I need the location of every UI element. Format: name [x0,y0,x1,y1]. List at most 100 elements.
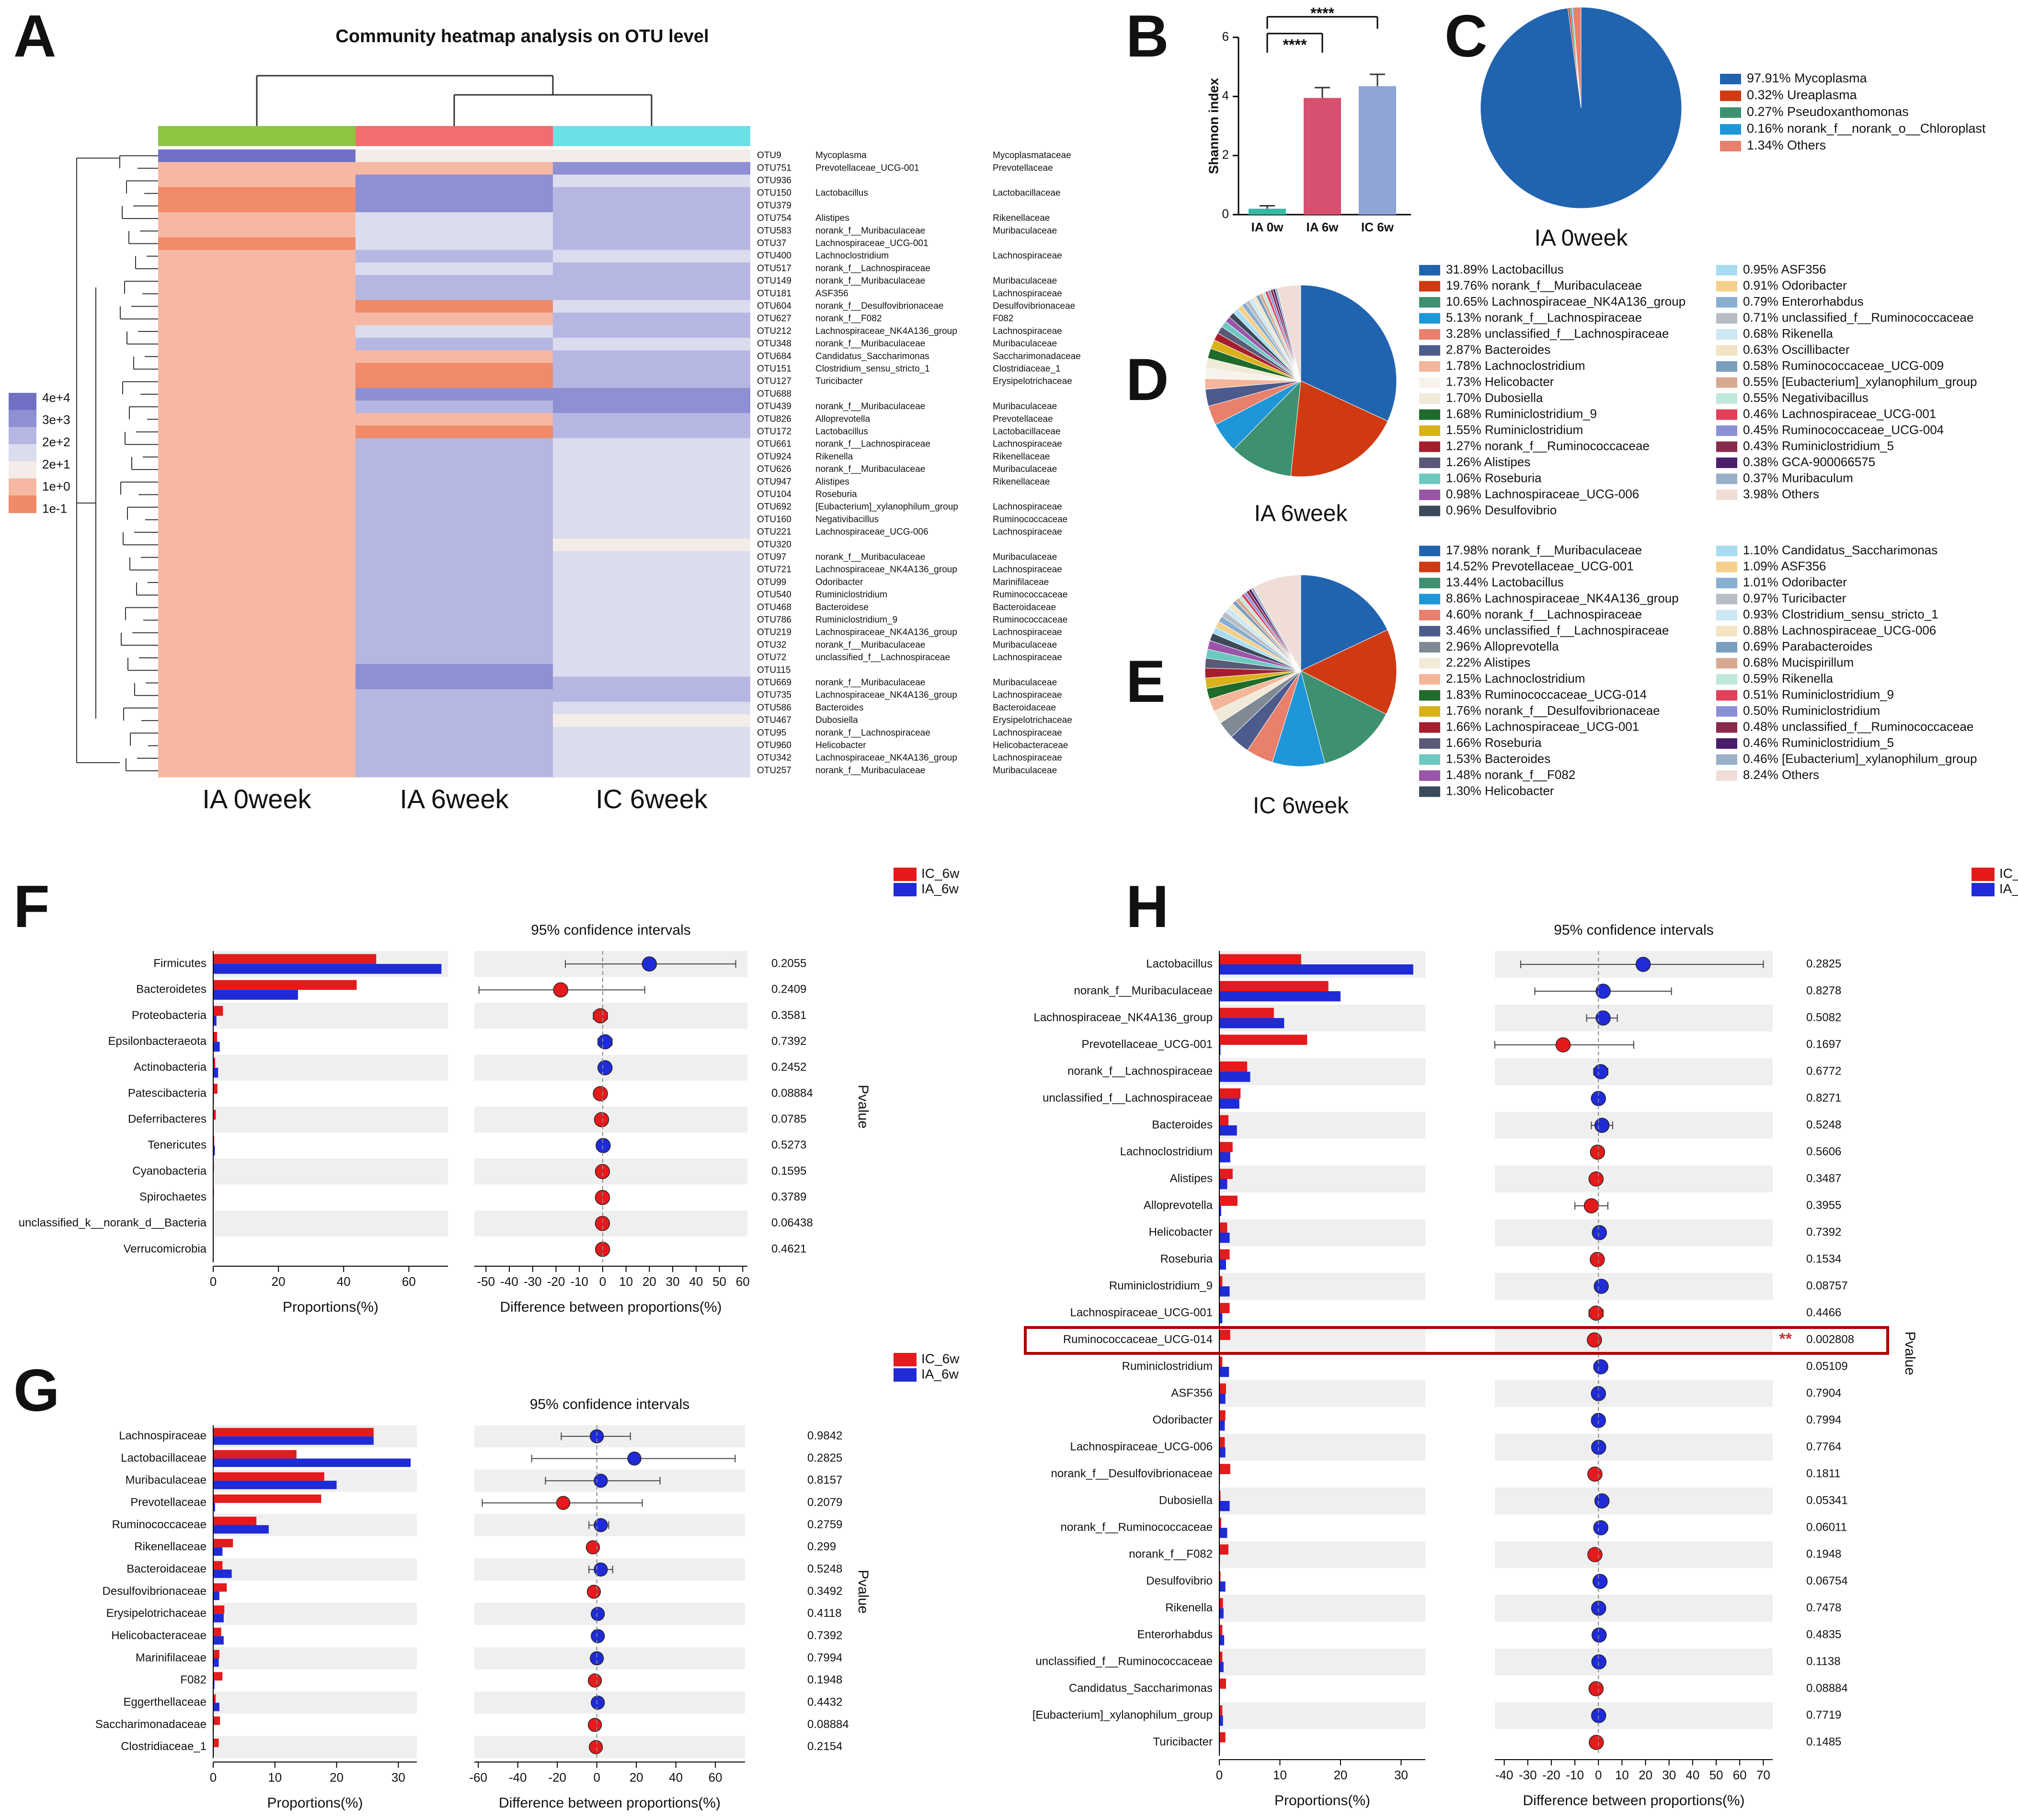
family-label: Muribaculaceae [993,640,1057,650]
x-tick-label: 40 [337,1274,351,1289]
y-tick-label: 6 [1222,29,1229,44]
x-tick-label: 10 [619,1274,633,1289]
genus-label: ASF356 [815,288,848,298]
heatmap-cell [553,275,750,288]
heatmap-cell [553,701,750,715]
otu-label: OTU688 [757,389,791,399]
legend-swatch [1419,594,1440,605]
x-tick-label: 60 [736,1274,750,1289]
p-value: 0.5248 [807,1563,842,1576]
p-value: 0.7478 [1806,1601,1841,1614]
shannon-bar [1249,208,1286,215]
family-label: Lachnospiraceae [993,652,1062,663]
row-band [213,1210,448,1236]
ic-bar [1219,1249,1230,1259]
p-value: 0.2079 [807,1496,842,1509]
genus-label: Roseburia [815,490,857,500]
heatmap-cell [158,576,355,589]
p-value: 0.3492 [807,1585,842,1598]
shannon-bar [1304,98,1341,215]
legend-label: 0.16% norank_f__norank_o__Chloroplast [1747,121,1986,136]
p-value: 0.1697 [1806,1038,1841,1051]
ic-bar [213,1006,223,1016]
ia-bar [1219,964,1413,975]
diff-point [1588,1681,1604,1696]
legend-swatch [1419,578,1440,588]
heatmap-cell [355,551,553,564]
p-value: 0.1138 [1806,1655,1841,1668]
row-band [1495,1648,1773,1675]
panel-label: H [1126,874,1169,940]
legend-swatch [1716,297,1737,308]
diff-point [1593,1359,1608,1374]
taxon-label: Spirochaetes [139,1190,206,1203]
x-tick-label: -30 [524,1274,542,1289]
heatmap-cell [553,438,750,451]
taxon-label: norank_f__Muribaculaceae [1074,984,1213,997]
genus-label: norank_f__Lachnospiraceae [815,263,930,274]
heatmap-cell [158,639,355,652]
legend-label: 1.78% Lachnoclostridium [1446,358,1585,373]
otu-label: OTU127 [757,377,791,387]
taxon-label: Bacteroides [1152,1118,1213,1131]
family-label: F082 [993,314,1013,324]
genus-label: Lactobacillus [815,427,868,437]
legend-label: 2.22% Alistipes [1446,655,1530,669]
legend-swatch [1720,74,1741,84]
panel-e-pie: IC 6week 17.98% norank_f__Muribaculaceae 1… [1204,543,1977,819]
otu-label: OTU172 [757,427,791,437]
pie-title: IC 6week [1253,793,1349,819]
taxon-label: ASF356 [1171,1386,1213,1399]
genus-label: norank_f__Lachnospiraceae [815,728,930,738]
pie-slice [1290,380,1388,477]
ic-bar [213,1472,324,1481]
ia-bar [213,1458,411,1467]
genus-label: norank_f__Muribaculaceae [815,276,925,286]
legend-label: 0.96% Desulfovibrio [1446,503,1557,517]
otu-label: OTU379 [757,201,791,211]
otu-label: OTU104 [757,490,791,500]
x-tick-label: -10 [1566,1768,1584,1782]
heatmap-cell [158,262,355,275]
heatmap-cell [355,563,553,577]
heatmap-cell [355,689,553,702]
taxon-label: Dubosiella [1159,1494,1213,1507]
row-band [1219,1058,1425,1085]
pie-title: IA 6week [1254,501,1348,527]
family-label: Muribaculaceae [993,339,1057,349]
legend-swatch [1419,313,1440,324]
x-tick-label: 40 [669,1770,683,1785]
ic-bar [213,1583,227,1592]
heatmap-cell [158,237,355,251]
legend-label: 14.52% Prevotellaceae_UCG-001 [1446,559,1634,573]
legend-label: 0.71% unclassified_f__Ruminococcaceae [1743,310,1973,324]
heatmap-cell [553,614,750,627]
row-band [1219,1541,1425,1568]
heatmap-cell [158,727,355,740]
ia-bar [1219,1635,1225,1646]
row-band [213,1054,448,1081]
legend-swatch [1716,578,1737,588]
row-band [1495,1595,1773,1622]
otu-label: OTU826 [757,414,791,424]
taxon-label: Prevotellaceae_UCG-001 [1082,1038,1213,1051]
y-tick-label: 2 [1222,148,1229,162]
heatmap-cell [158,350,355,363]
ia-bar [1219,1447,1226,1458]
legend-label: 0.32% Ureaplasma [1747,88,1857,102]
ia-bar [1219,1152,1230,1163]
group-label: IC 6week [596,784,708,814]
group-label: IA 6week [400,784,509,814]
heatmap-cell [355,162,553,175]
legend-label: 0.45% Ruminococcaceae_UCG-004 [1743,423,1944,437]
diff-point [1593,1520,1608,1535]
x-tick-label: 20 [330,1770,344,1785]
ic-bar [1219,954,1301,964]
genus-label: Clostridium_sensu_stricto_1 [815,364,930,374]
otu-label: OTU9 [757,150,781,160]
otu-label: OTU320 [757,539,791,549]
legend-label: 0.46% Lachnospiraceae_UCG-001 [1743,406,1936,421]
heatmap-cell [553,237,750,251]
ia-bar [1219,991,1341,1002]
